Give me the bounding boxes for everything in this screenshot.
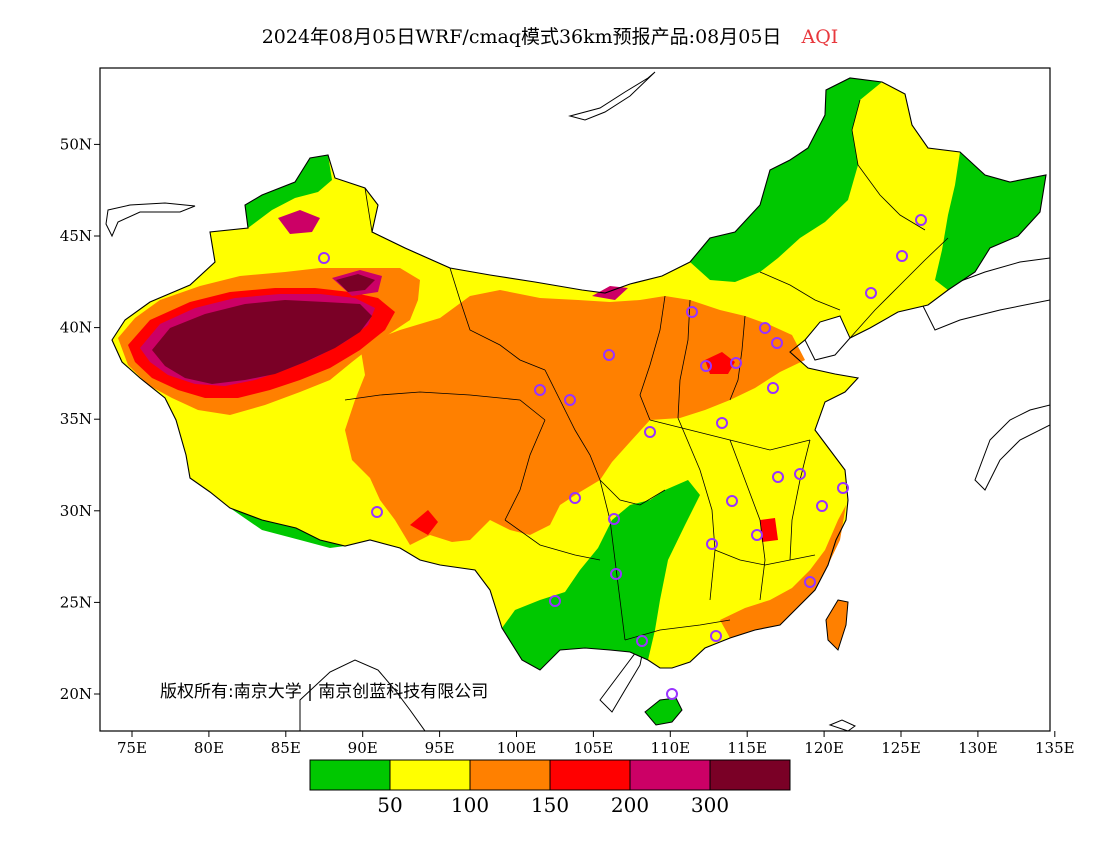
city-marker — [686, 306, 698, 318]
city-marker — [726, 495, 738, 507]
city-marker — [636, 635, 648, 647]
lon-tick-label: 120E — [804, 739, 844, 757]
lon-tick-label: 105E — [574, 739, 614, 757]
hainan-outline — [644, 697, 683, 726]
city-marker — [549, 595, 561, 607]
city-marker — [716, 417, 728, 429]
aqi-region-unhealthy-spot-1 — [705, 352, 735, 374]
taiwan-outline — [825, 599, 849, 651]
legend-swatch — [549, 759, 631, 791]
lon-tick-label: 100E — [497, 739, 537, 757]
city-marker — [569, 492, 581, 504]
aqi-region-good-northeast — [690, 78, 882, 282]
city-marker — [751, 529, 763, 541]
legend-swatch — [309, 759, 391, 791]
lat-tick-label: 25N — [60, 593, 92, 611]
city-marker — [865, 287, 877, 299]
lon-tick-label: 130E — [958, 739, 998, 757]
aqi-region-good-xinjiang-north — [245, 155, 332, 228]
city-marker — [772, 471, 784, 483]
legend-swatch — [469, 759, 551, 791]
city-marker — [371, 506, 383, 518]
lat-tick-label: 35N — [60, 410, 92, 428]
lon-tick-label: 85E — [271, 739, 301, 757]
legend-label: 200 — [611, 793, 649, 817]
aqi-region-good-southwest — [502, 480, 700, 670]
lon-tick-label: 80E — [194, 739, 224, 757]
lat-tick-label: 45N — [60, 227, 92, 245]
city-marker — [564, 394, 576, 406]
lat-tick-label: 40N — [60, 319, 92, 337]
city-marker — [759, 322, 771, 334]
map-frame — [99, 67, 1051, 732]
legend-label: 100 — [451, 793, 489, 817]
lon-tick-label: 125E — [881, 739, 921, 757]
latitude-axis: 20N 25N 30N 35N 40N 45N 50N — [60, 135, 100, 703]
city-marker — [767, 382, 779, 394]
bohai-coast — [804, 315, 851, 361]
coastline-korea — [919, 257, 1050, 331]
lat-tick-label: 50N — [60, 135, 92, 153]
city-marker — [706, 538, 718, 550]
legend-swatch — [389, 759, 471, 791]
coastline-south-asia — [299, 659, 426, 731]
aqi-region-unhealthy-spot-2 — [410, 510, 438, 535]
aqi-region-sensitive-central — [345, 290, 805, 545]
title-main: 2024年08月05日WRF/cmaq模式36km预报产品:08月05日 — [261, 26, 782, 48]
city-marker — [896, 250, 908, 262]
city-marker — [644, 426, 656, 438]
lat-tick-label: 30N — [60, 502, 92, 520]
city-marker — [700, 360, 712, 372]
coastline-philippines — [828, 719, 856, 731]
credit-text: 版权所有:南京大学 | 南京创蓝科技有限公司 — [160, 682, 488, 702]
legend-swatch — [709, 759, 791, 791]
aqi-region-hazardous-qaidam — [336, 274, 375, 292]
longitude-axis: 75E 80E 85E 90E 95E 100E 105E 110E 115E 120E 125E 1… — [117, 731, 1075, 757]
aqi-region-sensitive-southeast — [720, 505, 846, 638]
legend-label: 150 — [531, 793, 569, 817]
city-marker — [666, 688, 678, 700]
city-marker — [710, 630, 722, 642]
lat-tick-label: 20N — [60, 685, 92, 703]
aqi-region-unhealthy-spot-3 — [760, 518, 778, 542]
legend-label: 50 — [377, 793, 402, 817]
city-marker — [608, 513, 620, 525]
lon-tick-label: 135E — [1035, 739, 1075, 757]
lon-tick-label: 90E — [348, 739, 378, 757]
coastline-baikal — [568, 71, 656, 121]
city-marker — [534, 384, 546, 396]
aqi-region-good-tibet-south — [230, 508, 345, 548]
city-marker — [794, 468, 806, 480]
aqi-region-sensitive-taiwan — [826, 600, 848, 650]
map-title: 2024年08月05日WRF/cmaq模式36km预报产品:08月05日 AQI — [0, 22, 1100, 49]
aqi-region-very-unhealthy-north — [278, 210, 320, 234]
lon-tick-label: 115E — [727, 739, 767, 757]
legend-swatch — [629, 759, 711, 791]
city-marker — [730, 357, 742, 369]
coastline-caspian — [105, 202, 196, 238]
aqi-region-good-east — [935, 152, 1046, 290]
aqi-legend: 50 100 150 200 300 — [309, 759, 791, 817]
city-marker — [603, 349, 615, 361]
city-marker — [915, 214, 927, 226]
lon-tick-label: 110E — [651, 739, 691, 757]
city-marker — [837, 482, 849, 494]
city-markers — [318, 214, 927, 700]
city-marker — [610, 568, 622, 580]
lon-tick-label: 75E — [117, 739, 147, 757]
aqi-region-sensitive-hengduan — [440, 410, 555, 490]
city-marker — [318, 252, 330, 264]
legend-label: 300 — [691, 793, 729, 817]
city-marker — [804, 576, 816, 588]
lon-tick-label: 95E — [425, 739, 455, 757]
city-marker — [816, 500, 828, 512]
map-content: 版权所有:南京大学 | 南京创蓝科技有限公司 — [105, 71, 1050, 731]
aqi-region-hazardous-tarim — [152, 300, 372, 384]
title-variable: AQI — [801, 26, 839, 48]
coastline-japan — [974, 404, 1050, 491]
city-marker — [771, 337, 783, 349]
aqi-region-very-unhealthy-mongolia — [592, 286, 628, 300]
